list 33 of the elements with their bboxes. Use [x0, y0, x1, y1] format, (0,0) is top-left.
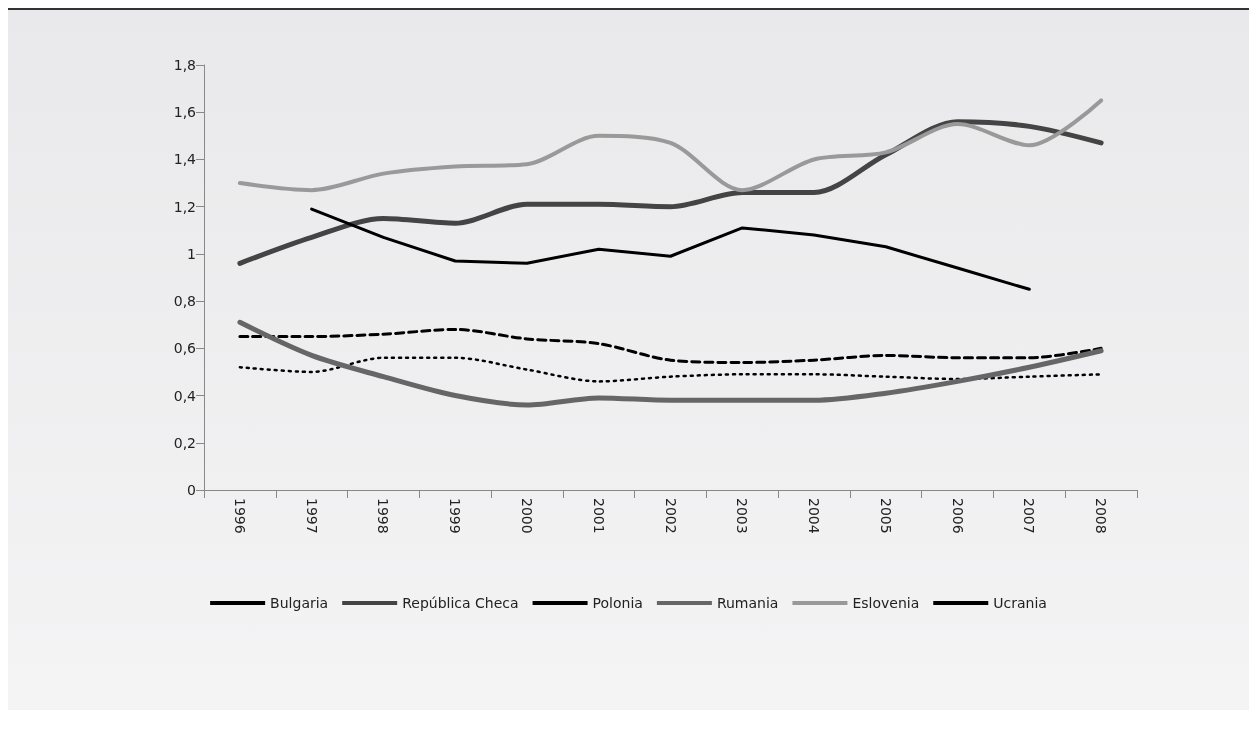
y-tick-label: 1,4	[173, 151, 197, 168]
y-tick-label: 1,2	[173, 198, 196, 215]
x-tick-label: 2004	[806, 498, 823, 534]
legend-label: República Checa	[402, 595, 519, 611]
legend-label: Rumania	[716, 595, 779, 611]
x-tick-label: 2006	[949, 498, 966, 534]
y-tick-label: 1,6	[173, 104, 197, 121]
legend-label: Bulgaria	[270, 595, 329, 611]
y-tick-label: 0,6	[173, 340, 197, 357]
x-tick-label: 1996	[231, 498, 248, 534]
x-tick-label: 2005	[877, 498, 894, 534]
y-tick-label: 1	[187, 245, 196, 262]
legend-label: Eslovenia	[852, 595, 920, 611]
y-tick-label: 0,8	[173, 293, 196, 310]
line-series	[237, 98, 1104, 193]
line-series	[310, 207, 1031, 291]
x-tick-label: 1999	[447, 498, 464, 534]
y-tick-label: 0,2	[173, 434, 196, 451]
x-tick-label: 2008	[1093, 498, 1110, 534]
x-tick-label: 2001	[590, 498, 607, 534]
x-tick-label: 1998	[375, 498, 392, 534]
legend-label: Polonia	[592, 595, 643, 611]
legend-label: Ucrania	[993, 595, 1047, 611]
y-tick-label: 0	[187, 482, 196, 498]
x-tick-label: 1997	[303, 498, 320, 534]
line-series	[238, 327, 1103, 364]
y-tick-label: 0,4	[173, 387, 197, 404]
x-tick-label: 2002	[662, 498, 679, 534]
x-tick-label: 2007	[1021, 498, 1038, 534]
x-tick-label: 2000	[518, 498, 535, 534]
line-series	[238, 356, 1103, 383]
x-tick-label: 2003	[734, 498, 751, 534]
y-tick-label: 1,8	[173, 57, 196, 73]
